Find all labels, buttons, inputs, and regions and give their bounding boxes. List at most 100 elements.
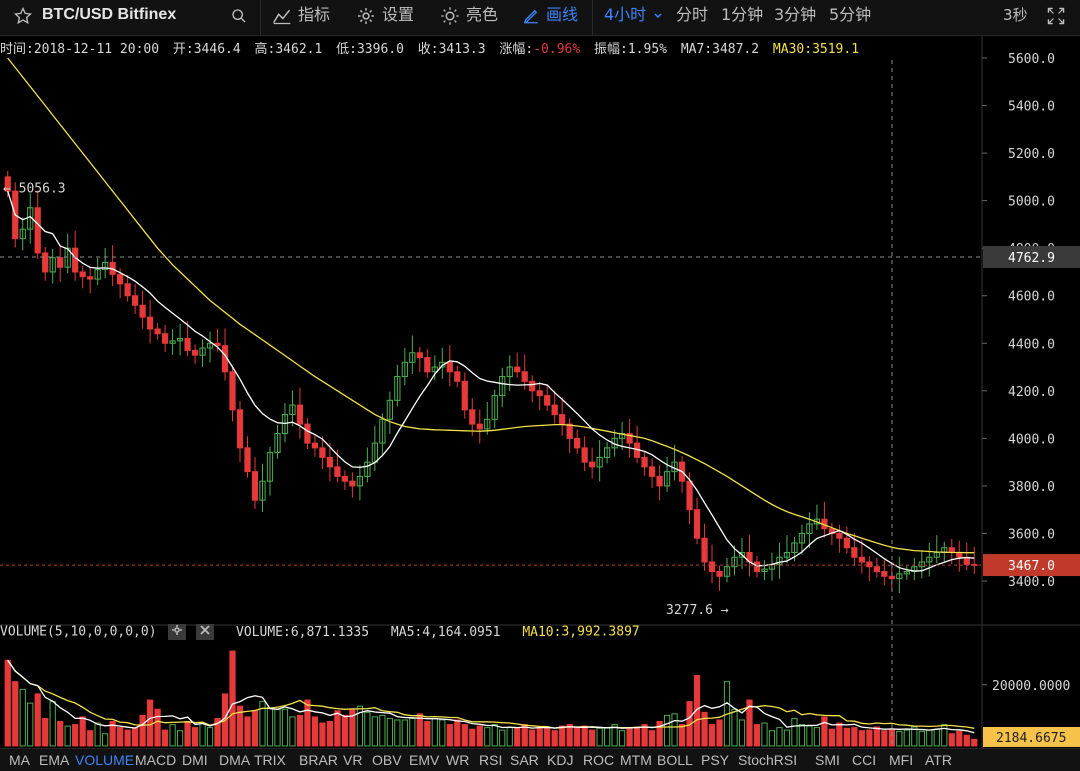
candle-body — [574, 437, 581, 449]
volume-bar — [551, 730, 558, 747]
candle-body — [176, 338, 184, 342]
indicator-tab-psy[interactable]: PSY — [701, 752, 730, 768]
price-chart[interactable]: 5600.05400.05200.05000.04800.04600.04400… — [0, 36, 1080, 748]
candle-body — [244, 447, 251, 473]
indicator-tab-volume[interactable]: VOLUME — [75, 752, 135, 768]
candle-body — [161, 333, 169, 344]
settings-button[interactable]: 设置 — [356, 0, 414, 36]
candle-body — [461, 380, 468, 411]
favorite-star-button[interactable] — [14, 0, 38, 36]
volume-bar — [881, 730, 888, 747]
interval-option-5m[interactable]: 5分钟 — [829, 5, 872, 24]
indicator-tab-dma[interactable]: DMA — [219, 752, 251, 768]
interval-option-timeline[interactable]: 分时 — [676, 5, 709, 24]
indicator-tab-trix[interactable]: TRIX — [254, 752, 286, 768]
interval-option-3m[interactable]: 3分钟 — [774, 5, 817, 24]
candle-body — [319, 447, 326, 458]
indicator-tab-roc[interactable]: ROC — [583, 752, 615, 768]
volume-bar — [589, 729, 596, 747]
price-axis-label: 3600.0 — [1008, 527, 1055, 542]
volume-bar — [843, 727, 851, 747]
indicator-tab-stochrsi[interactable]: StochRSI — [738, 752, 798, 768]
theme-toggle-button[interactable]: 亮色 — [440, 0, 498, 36]
volume-bar — [656, 721, 663, 747]
volume-bar — [109, 721, 116, 747]
indicator-tab-mfi[interactable]: MFI — [889, 752, 914, 768]
volume-bar — [618, 730, 626, 747]
price-axis-label: 4600.0 — [1008, 290, 1055, 305]
close-icon — [200, 625, 210, 635]
settings-label: 设置 — [382, 5, 415, 24]
candle-body — [596, 456, 603, 468]
indicator-tab-boll[interactable]: BOLL — [657, 752, 693, 768]
symbol-search-button[interactable] — [231, 0, 247, 36]
indicator-tab-bar: MA EMA VOLUME MACD DMI DMA TRIX BRAR VR OBV EMV WR R… — [0, 748, 1080, 771]
indicator-tab-mtm[interactable]: MTM — [620, 752, 652, 768]
price-axis-label: 5600.0 — [1008, 52, 1055, 67]
indicator-tab-rsi[interactable]: RSI — [479, 752, 503, 768]
interval-selector[interactable]: 4小时 — [604, 0, 663, 36]
indicator-tab-sar[interactable]: SAR — [510, 752, 539, 768]
candle-body — [326, 456, 334, 468]
volume-bar — [671, 713, 678, 747]
volume-bar — [596, 727, 603, 747]
indicator-tab-obv[interactable]: OBV — [372, 752, 402, 768]
indicator-tab-brar[interactable]: BRAR — [299, 752, 338, 768]
indicator-tab-dmi[interactable]: DMI — [182, 752, 208, 768]
volume-axis-label: 20000.0000 — [992, 679, 1070, 694]
indicators-button[interactable]: 指标 — [272, 0, 330, 36]
volume-bar — [678, 724, 686, 747]
volume-bar — [12, 681, 19, 747]
candle-body — [851, 547, 858, 558]
indicator-tab-kdj[interactable]: KDJ — [547, 752, 574, 768]
symbol-name: BTC/USD Bitfinex — [42, 6, 177, 23]
volume-bar — [948, 733, 955, 747]
indicator-tab-macd[interactable]: MACD — [135, 752, 177, 768]
candle-body — [49, 257, 56, 273]
candle-body — [484, 418, 491, 430]
candle-body — [311, 442, 319, 449]
candle-body — [364, 461, 371, 477]
indicator-tab-ma[interactable]: MA — [9, 752, 30, 768]
candle-body — [184, 338, 191, 351]
volume-settings-button[interactable] — [168, 624, 187, 640]
volume-bar — [289, 716, 296, 747]
indicator-tab-wr[interactable]: WR — [446, 752, 470, 768]
indicator-tab-emv[interactable]: EMV — [409, 752, 440, 768]
refresh-interval[interactable]: 3秒 — [1003, 6, 1028, 24]
volume-bar — [454, 719, 461, 747]
candle-body — [416, 352, 423, 359]
candle-body — [566, 423, 573, 439]
candle-body — [551, 404, 558, 416]
indicator-tab-cci[interactable]: CCI — [852, 752, 877, 768]
candle-body — [866, 561, 873, 568]
fullscreen-button[interactable] — [1046, 0, 1066, 36]
volume-bar — [529, 729, 536, 747]
last-price-badge — [983, 554, 1080, 577]
candle-body — [206, 342, 214, 349]
draw-tools-button[interactable]: 画线 — [522, 0, 578, 36]
volume-bar — [266, 707, 274, 747]
volume-bar — [544, 726, 551, 747]
candle-body — [626, 433, 633, 444]
volume-ma5: MA5:4,164.0951 — [390, 624, 501, 640]
indicator-tab-vr[interactable]: VR — [343, 752, 363, 768]
candle-body — [903, 570, 910, 575]
volume-bar — [926, 729, 933, 747]
volume-bar — [379, 714, 386, 747]
volume-bar — [341, 714, 349, 747]
volume-bar — [911, 726, 918, 747]
candle-body — [356, 475, 364, 487]
volume-close-button[interactable] — [196, 624, 215, 640]
volume-bar — [941, 724, 948, 747]
volume-ma10-line — [7, 659, 975, 729]
indicator-tab-atr[interactable]: ATR — [925, 752, 952, 768]
volume-bar — [693, 675, 701, 747]
interval-option-1m[interactable]: 1分钟 — [721, 5, 764, 24]
volume-bar — [184, 721, 191, 747]
candle-body — [394, 376, 401, 401]
indicator-tab-smi[interactable]: SMI — [815, 752, 840, 768]
candle-body — [648, 466, 656, 477]
crosshair-price-badge — [983, 246, 1080, 269]
indicator-tab-ema[interactable]: EMA — [39, 752, 70, 768]
